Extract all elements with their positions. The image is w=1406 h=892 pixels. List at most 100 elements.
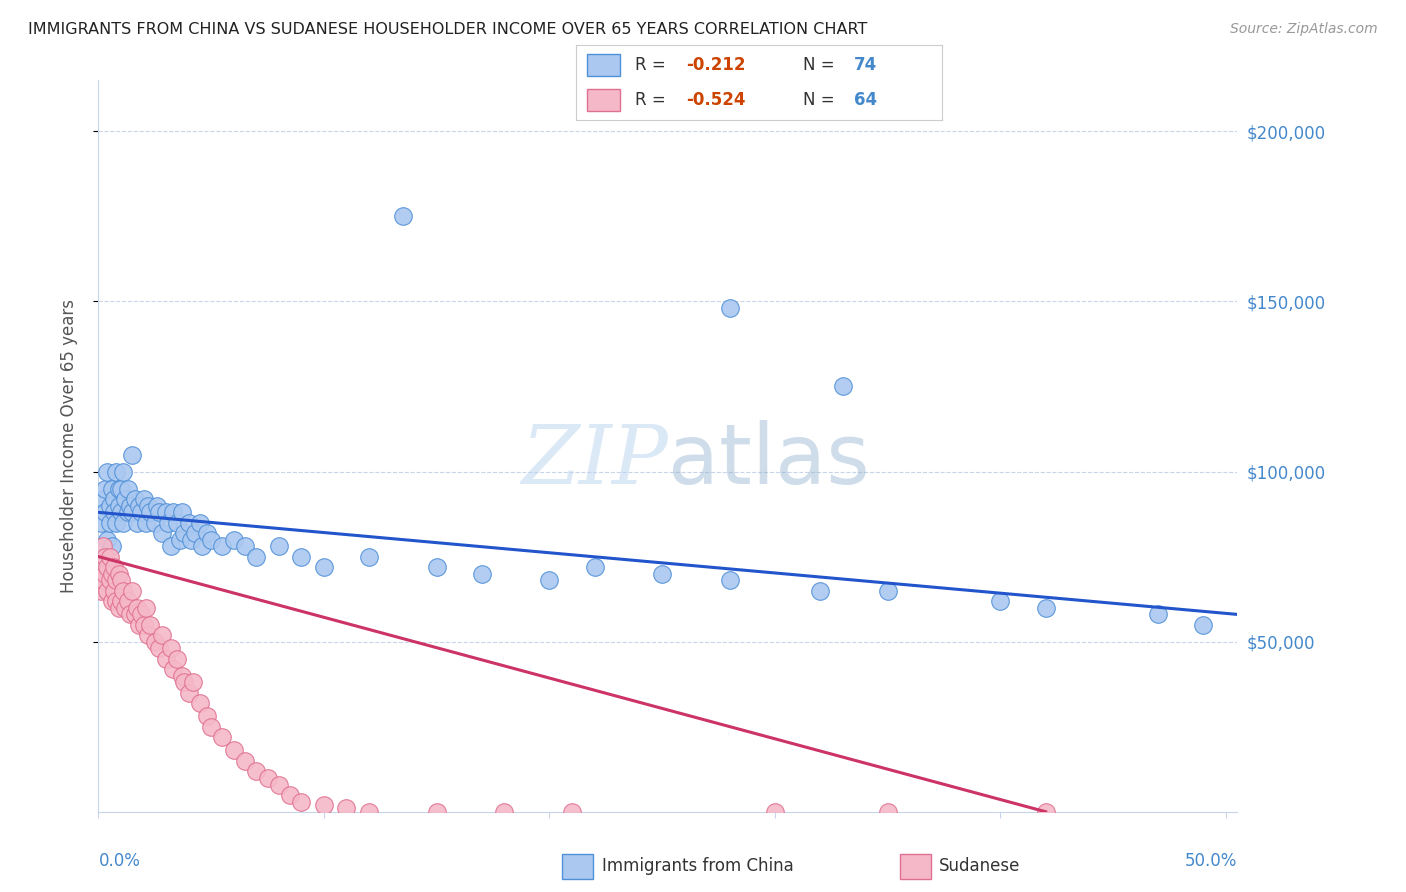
Point <box>876 583 898 598</box>
Point <box>471 566 494 581</box>
Point <box>173 525 195 540</box>
Point <box>426 805 449 819</box>
Point <box>129 607 152 622</box>
Point <box>195 525 218 540</box>
Point <box>278 788 301 802</box>
Point <box>107 566 129 581</box>
Point <box>188 696 211 710</box>
Point <box>101 594 124 608</box>
Text: Sudanese: Sudanese <box>939 857 1021 875</box>
Point <box>718 301 741 316</box>
Point <box>357 549 380 564</box>
Point <box>118 607 141 622</box>
Point <box>245 549 267 564</box>
Point <box>990 594 1012 608</box>
Bar <box>588 54 620 77</box>
Text: -0.212: -0.212 <box>686 56 745 74</box>
Point <box>177 686 200 700</box>
Point <box>162 662 184 676</box>
Point <box>110 505 132 519</box>
Point <box>94 482 117 496</box>
Point <box>121 505 143 519</box>
Point <box>267 540 290 554</box>
Point <box>112 516 135 530</box>
Point <box>114 600 136 615</box>
Point <box>139 617 162 632</box>
Text: IMMIGRANTS FROM CHINA VS SUDANESE HOUSEHOLDER INCOME OVER 65 YEARS CORRELATION C: IMMIGRANTS FROM CHINA VS SUDANESE HOUSEH… <box>28 22 868 37</box>
Point <box>184 525 207 540</box>
Point <box>107 600 129 615</box>
Point <box>1035 805 1057 819</box>
Point <box>335 801 357 815</box>
Point <box>101 540 124 554</box>
Point <box>583 559 606 574</box>
Point <box>188 516 211 530</box>
Text: 74: 74 <box>855 56 877 74</box>
Point <box>117 505 139 519</box>
Point <box>162 505 184 519</box>
Text: Source: ZipAtlas.com: Source: ZipAtlas.com <box>1230 22 1378 37</box>
Point <box>312 559 335 574</box>
Point <box>1147 607 1170 622</box>
Text: 64: 64 <box>855 91 877 109</box>
Point <box>118 499 141 513</box>
Point <box>143 516 166 530</box>
Point <box>245 764 267 778</box>
Point <box>426 559 449 574</box>
Point <box>90 516 112 530</box>
Point <box>139 505 162 519</box>
Point <box>150 525 173 540</box>
Point <box>98 499 121 513</box>
Point <box>157 516 180 530</box>
Point <box>166 651 188 665</box>
Point <box>831 379 853 393</box>
Point <box>101 482 124 496</box>
Point <box>170 668 193 682</box>
Point <box>107 499 129 513</box>
Text: ZIP: ZIP <box>522 421 668 500</box>
Point <box>146 499 169 513</box>
Text: -0.524: -0.524 <box>686 91 745 109</box>
Text: Immigrants from China: Immigrants from China <box>602 857 793 875</box>
Point <box>155 505 177 519</box>
Y-axis label: Householder Income Over 65 years: Householder Income Over 65 years <box>59 299 77 593</box>
Point <box>222 743 245 757</box>
Point <box>90 559 112 574</box>
Point <box>173 675 195 690</box>
Point <box>1192 617 1215 632</box>
Point <box>211 540 233 554</box>
Point <box>267 777 290 791</box>
Point <box>105 516 128 530</box>
Point <box>150 628 173 642</box>
Text: 50.0%: 50.0% <box>1185 852 1237 870</box>
Point <box>222 533 245 547</box>
Point <box>124 491 146 506</box>
Point <box>96 583 118 598</box>
Point <box>98 574 121 588</box>
Point <box>357 805 380 819</box>
Point <box>177 516 200 530</box>
Point <box>103 583 125 598</box>
Point <box>195 709 218 723</box>
Point <box>155 651 177 665</box>
Text: R =: R = <box>636 56 665 74</box>
Point <box>135 516 157 530</box>
Point <box>170 505 193 519</box>
Point <box>91 540 114 554</box>
Text: R =: R = <box>636 91 665 109</box>
Point <box>110 482 132 496</box>
Point <box>129 505 152 519</box>
Point <box>290 795 312 809</box>
Point <box>124 607 146 622</box>
Point <box>117 594 139 608</box>
Point <box>90 583 112 598</box>
Text: N =: N = <box>803 91 835 109</box>
Point <box>200 720 222 734</box>
Point <box>651 566 673 581</box>
Point <box>132 491 155 506</box>
Point <box>136 628 159 642</box>
Point <box>96 559 118 574</box>
Point <box>233 540 256 554</box>
Point <box>96 465 118 479</box>
Point <box>159 641 181 656</box>
